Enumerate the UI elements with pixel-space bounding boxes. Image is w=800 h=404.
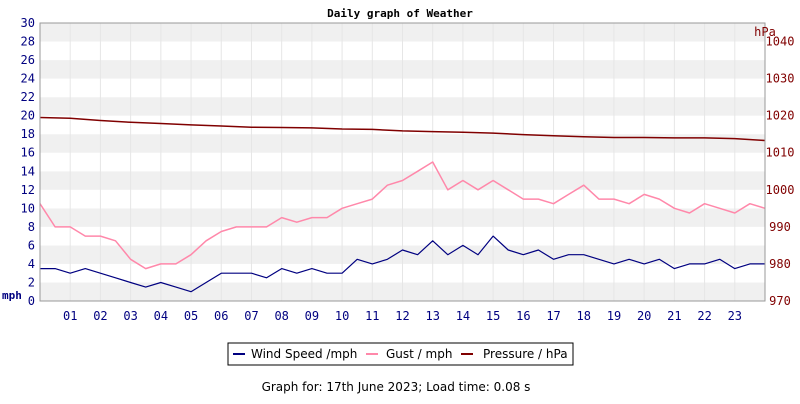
x-tick-label: 15 [486, 309, 500, 323]
x-tick-label: 07 [244, 309, 258, 323]
legend-box [227, 342, 574, 366]
x-tick-label: 16 [516, 309, 530, 323]
x-tick-label: 22 [697, 309, 711, 323]
x-tick-label: 08 [274, 309, 288, 323]
x-tick-label: 23 [728, 309, 742, 323]
x-tick-label: 10 [335, 309, 349, 323]
left-tick-label: 20 [21, 109, 35, 123]
x-tick-label: 13 [425, 309, 439, 323]
legend: Wind Speed /mph Gust / mph Pressure / hP… [227, 342, 574, 366]
left-tick-label: 18 [21, 127, 35, 141]
x-tick-label: 02 [93, 309, 107, 323]
left-tick-label: 10 [21, 201, 35, 215]
pressure-series [39, 116, 766, 142]
x-tick-label: 21 [667, 309, 681, 323]
wind-series [40, 235, 765, 293]
legend-label-gust: Gust / mph [386, 347, 452, 361]
right-tick-label: 1010 [766, 146, 795, 160]
left-tick-label: 30 [21, 16, 35, 30]
x-tick-label: 03 [123, 309, 137, 323]
footer-text: Graph for: 17th June 2023; Load time: 0.… [262, 380, 531, 394]
x-axis-ticks: 01 02 03 04 05 06 07 08 09 10 11 12 13 14 15 16 17 18 19 20… [63, 309, 742, 323]
left-tick-label: 4 [28, 257, 35, 271]
left-axis-unit: mph [2, 289, 22, 302]
chart-title: Daily graph of Weather [327, 7, 473, 20]
x-tick-label: 18 [577, 309, 591, 323]
right-tick-label: 990 [769, 220, 791, 234]
x-tick-label: 11 [365, 309, 379, 323]
x-tick-label: 12 [395, 309, 409, 323]
x-tick-label: 17 [546, 309, 560, 323]
pressure-line [39, 116, 766, 142]
legend-label-pressure: Pressure / hPa [483, 347, 568, 361]
x-tick-label: 01 [63, 309, 77, 323]
x-tick-label: 05 [184, 309, 198, 323]
left-tick-label: 6 [28, 238, 35, 252]
left-tick-label: 16 [21, 146, 35, 160]
left-tick-label: 12 [21, 183, 35, 197]
x-tick-label: 06 [214, 309, 228, 323]
right-axis-ticks: 970 980 990 1000 1010 1020 1030 1040 [766, 35, 795, 308]
right-tick-label: 1040 [766, 35, 795, 49]
left-tick-label: 24 [21, 72, 35, 86]
left-tick-label: 22 [21, 90, 35, 104]
left-tick-label: 2 [28, 275, 35, 289]
left-tick-label: 28 [21, 35, 35, 49]
right-tick-label: 1020 [766, 109, 795, 123]
gust-series [39, 161, 766, 270]
right-axis-unit: hPa [754, 25, 776, 39]
right-tick-label: 1000 [766, 183, 795, 197]
x-tick-label: 14 [456, 309, 470, 323]
x-tick-label: 20 [637, 309, 651, 323]
x-tick-label: 09 [305, 309, 319, 323]
gust-line [39, 161, 766, 270]
right-tick-label: 1030 [766, 72, 795, 86]
left-tick-label: 26 [21, 53, 35, 67]
legend-label-wind: Wind Speed /mph [251, 347, 357, 361]
right-tick-label: 980 [769, 257, 791, 271]
wind-speed-line [40, 235, 765, 293]
x-tick-label: 19 [607, 309, 621, 323]
left-tick-label: 0 [28, 294, 35, 308]
right-tick-label: 970 [769, 294, 791, 308]
x-tick-label: 04 [154, 309, 168, 323]
plot-border [39, 22, 766, 302]
left-tick-label: 8 [28, 220, 35, 234]
left-tick-label: 14 [21, 164, 35, 178]
